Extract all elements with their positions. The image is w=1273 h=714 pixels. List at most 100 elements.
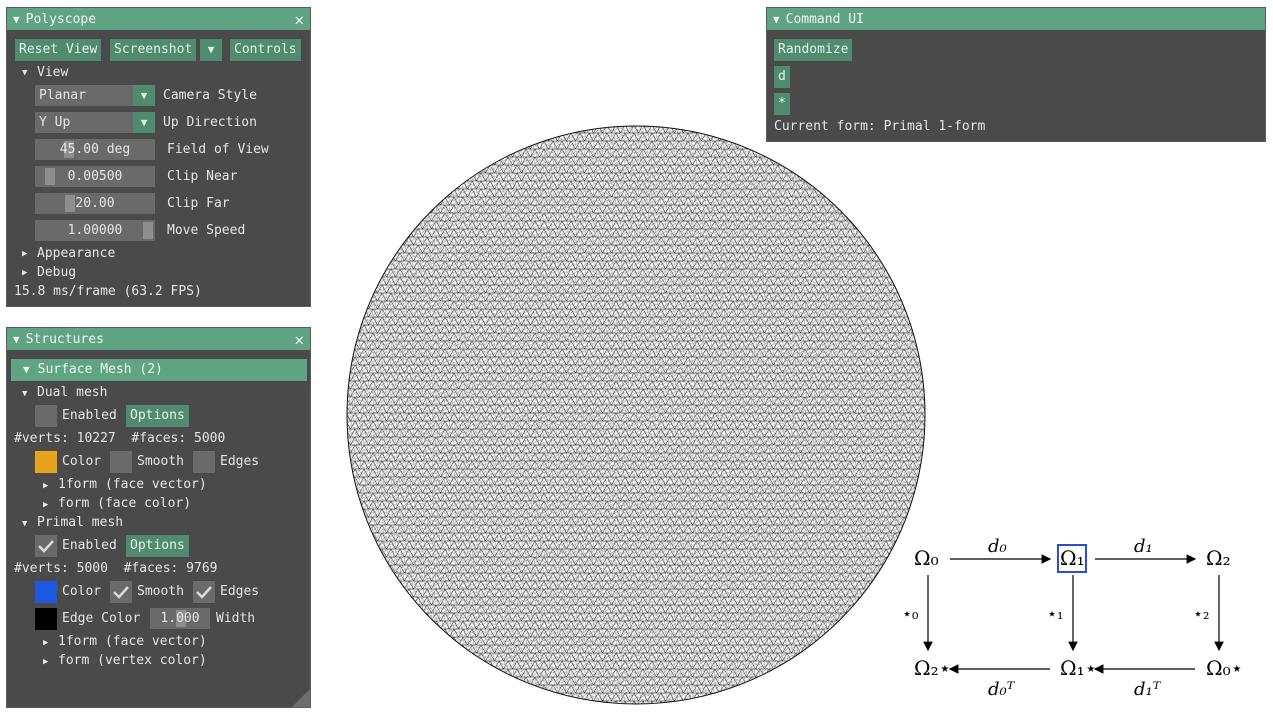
field-of-view-slider[interactable]: 45.00 deg — [35, 139, 155, 160]
slider-grab[interactable] — [65, 195, 75, 212]
screenshot-button[interactable]: Screenshot — [110, 39, 197, 61]
dual-enabled-checkbox[interactable] — [35, 405, 57, 427]
omega-2-star: Ω₂⋆ — [914, 656, 951, 680]
polyscope-titlebar[interactable]: ▼ Polyscope ✕ — [7, 8, 310, 30]
view-header[interactable]: View — [37, 65, 69, 80]
d-button[interactable]: d — [774, 66, 790, 88]
structures-titlebar[interactable]: ▼ Structures ✕ — [7, 328, 310, 350]
primal-mesh-expand-icon[interactable]: ▼ — [22, 519, 28, 529]
resize-grip-icon[interactable] — [292, 689, 310, 707]
dual-smooth-checkbox[interactable] — [110, 451, 132, 473]
debug-expand-icon[interactable]: ▶ — [22, 268, 28, 278]
primal-options-button[interactable]: Options — [126, 535, 189, 557]
dual-quantity-2[interactable]: form (face color) — [58, 496, 192, 511]
debug-header[interactable]: Debug — [37, 265, 77, 280]
omega-1-star: Ω₁⋆ — [1060, 656, 1097, 680]
primal-edges-label: Edges — [220, 584, 260, 599]
collapse-triangle-icon[interactable]: ▼ — [773, 12, 780, 26]
move-speed-slider[interactable]: 1.00000 — [35, 220, 155, 241]
command-ui-title: Command UI — [785, 11, 864, 27]
dual-mesh-expand-icon[interactable]: ▼ — [22, 389, 28, 399]
primal-q1-expand-icon[interactable]: ▶ — [43, 638, 49, 648]
command-ui-panel: ▼ Command UI Randomize d * Current form:… — [766, 7, 1266, 142]
camera-style-label: Camera Style — [163, 88, 257, 103]
primal-quantity-1[interactable]: 1form (face vector) — [58, 634, 207, 649]
primal-color-label: Color — [62, 584, 102, 599]
collapse-triangle-icon[interactable]: ▼ — [13, 332, 20, 346]
up-direction-select[interactable]: Y Up ▼ — [35, 112, 155, 133]
clip-near-slider[interactable]: 0.00500 — [35, 166, 155, 187]
primal-enabled-label: Enabled — [62, 538, 117, 553]
dual-smooth-label: Smooth — [137, 454, 184, 469]
star0-label: ⋆₀ — [902, 604, 918, 623]
dual-counts: #verts: 10227 #faces: 5000 — [14, 431, 226, 446]
dual-color-swatch[interactable] — [35, 451, 57, 473]
close-icon[interactable]: ✕ — [294, 330, 304, 349]
mesh-viewport[interactable] — [346, 125, 926, 705]
collapse-triangle-icon[interactable]: ▼ — [13, 12, 20, 26]
star2-label: ⋆₂ — [1193, 604, 1209, 623]
dual-q1-expand-icon[interactable]: ▶ — [43, 481, 49, 491]
appearance-header[interactable]: Appearance — [37, 246, 116, 261]
primal-width-value: 1.000 — [160, 611, 200, 626]
dual-quantity-1[interactable]: 1form (face vector) — [58, 477, 207, 492]
surface-mesh-expand-icon[interactable]: ▼ — [23, 363, 30, 376]
d1-label: d₁ — [1134, 536, 1153, 557]
close-icon[interactable]: ✕ — [294, 10, 304, 29]
chevron-down-icon[interactable]: ▼ — [133, 85, 155, 106]
primal-quantity-2[interactable]: form (vertex color) — [58, 653, 207, 668]
primal-width-slider[interactable]: 1.000 — [150, 608, 210, 629]
fps-readout: 15.8 ms/frame (63.2 FPS) — [14, 284, 202, 299]
omega-1: Ω₁ — [1060, 546, 1085, 570]
dec-diagram: Ω₀ Ω₁ Ω₂ d₀ d₁ ⋆₀ ⋆₁ ⋆₂ Ω₂⋆ Ω₁⋆ Ω₀⋆ d₀ᵀ … — [890, 525, 1250, 710]
move-speed-value: 1.00000 — [67, 223, 123, 238]
slider-grab[interactable] — [143, 222, 153, 239]
clip-near-label: Clip Near — [167, 169, 238, 184]
primal-edges-checkbox[interactable] — [193, 581, 215, 603]
primal-q2-expand-icon[interactable]: ▶ — [43, 657, 49, 667]
up-direction-label: Up Direction — [163, 115, 257, 130]
surface-mesh-header[interactable]: ▼ Surface Mesh (2) — [11, 359, 307, 381]
primal-edge-color-swatch[interactable] — [35, 608, 57, 630]
dual-q2-expand-icon[interactable]: ▶ — [43, 500, 49, 510]
primal-width-label: Width — [216, 611, 256, 626]
d1T-label: d₁ᵀ — [1134, 679, 1162, 700]
slider-grab[interactable] — [45, 168, 55, 185]
star1-label: ⋆₁ — [1047, 604, 1063, 623]
surface-mesh-label: Surface Mesh (2) — [37, 362, 163, 377]
screenshot-dropdown-arrow-icon[interactable]: ▼ — [200, 39, 222, 61]
checkmark-icon — [196, 586, 212, 599]
clip-far-slider[interactable]: 20.00 — [35, 193, 155, 214]
checkmark-icon — [38, 540, 54, 553]
dual-enabled-label: Enabled — [62, 408, 117, 423]
slider-grab[interactable] — [176, 610, 186, 627]
dual-mesh-header[interactable]: Dual mesh — [37, 385, 108, 400]
omega-0: Ω₀ — [914, 546, 939, 570]
controls-button[interactable]: Controls — [230, 39, 301, 61]
dual-color-label: Color — [62, 454, 102, 469]
primal-smooth-label: Smooth — [137, 584, 184, 599]
mesh-boundary — [346, 125, 926, 705]
randomize-button[interactable]: Randomize — [774, 39, 853, 61]
chevron-down-icon[interactable]: ▼ — [133, 112, 155, 133]
primal-color-swatch[interactable] — [35, 581, 57, 603]
dual-edges-checkbox[interactable] — [193, 451, 215, 473]
up-direction-value: Y Up — [39, 115, 71, 130]
field-of-view-label: Field of View — [167, 142, 269, 157]
view-expand-icon[interactable]: ▼ — [22, 68, 28, 78]
clip-near-value: 0.00500 — [67, 169, 123, 184]
reset-view-button[interactable]: Reset View — [15, 39, 102, 61]
structures-panel: ▼ Structures ✕ ▼ Surface Mesh (2) ▼ Dual … — [6, 327, 311, 708]
primal-smooth-checkbox[interactable] — [110, 581, 132, 603]
primal-enabled-checkbox[interactable] — [35, 535, 57, 557]
appearance-expand-icon[interactable]: ▶ — [22, 249, 28, 259]
primal-mesh-header[interactable]: Primal mesh — [37, 515, 124, 530]
structures-title: Structures — [25, 331, 104, 347]
star-button[interactable]: * — [774, 93, 790, 115]
d0-label: d₀ — [988, 536, 1007, 557]
command-ui-titlebar[interactable]: ▼ Command UI — [767, 8, 1265, 30]
slider-grab[interactable] — [64, 141, 74, 158]
dual-options-button[interactable]: Options — [126, 405, 189, 427]
camera-style-select[interactable]: Planar ▼ — [35, 85, 155, 106]
current-form-label: Current form: Primal 1-form — [774, 119, 986, 134]
